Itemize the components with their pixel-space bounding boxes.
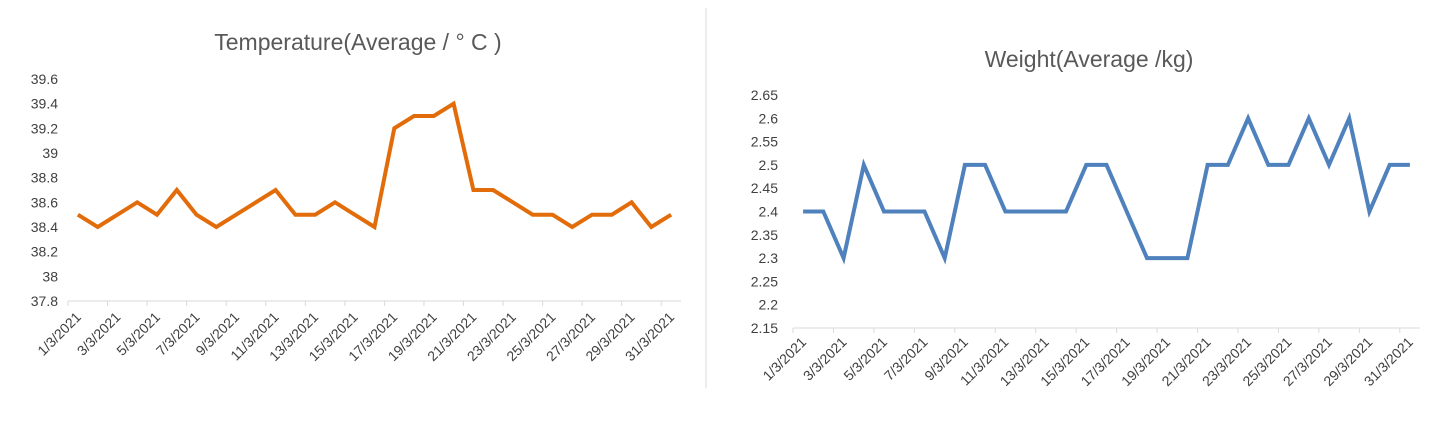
temperature-y-tick-label: 38.8 (31, 170, 58, 186)
weight-x-tick-label: 7/3/2021 (881, 334, 931, 384)
weight-y-tick-label: 2.35 (751, 227, 778, 243)
weight-y-tick-label: 2.6 (759, 110, 779, 126)
weight-y-tick-label: 2.4 (759, 204, 779, 220)
temperature-y-tick-label: 39.2 (31, 120, 58, 136)
temperature-y-tick-label: 39.4 (31, 96, 58, 112)
weight-chart-title: Weight(Average /kg) (985, 46, 1194, 72)
temperature-y-tick-label: 38.6 (31, 194, 58, 210)
weight-y-tick-label: 2.25 (751, 273, 778, 289)
temperature-chart: Temperature(Average / ° C ) 37.8 38 38.2 38… (31, 29, 681, 364)
weight-chart: Weight(Average /kg) 2.15 2.2 2.25 2.3 2.35 2.… (751, 46, 1420, 389)
temperature-y-tick-label: 38.2 (31, 244, 58, 260)
temperature-y-tick-label: 39.6 (31, 71, 58, 87)
temperature-chart-title: Temperature(Average / ° C ) (214, 29, 501, 55)
weight-series-line (803, 111, 1410, 265)
temperature-y-tick-label: 37.8 (31, 293, 58, 309)
temperature-y-tick-label: 39 (42, 145, 58, 161)
weight-y-tick-label: 2.15 (751, 320, 778, 336)
weight-x-tick-label: 5/3/2021 (840, 334, 890, 384)
weight-y-tick-label: 2.45 (751, 180, 778, 196)
weight-x-tick-label: 1/3/2021 (759, 334, 809, 384)
weight-x-tick-label: 3/3/2021 (800, 334, 850, 384)
weight-y-tick-label: 2.55 (751, 134, 778, 150)
temperature-series-line (76, 100, 673, 231)
temperature-y-tick-label: 38.4 (31, 219, 58, 235)
weight-y-tick-label: 2.2 (759, 297, 779, 313)
weight-y-tick-label: 2.65 (751, 87, 778, 103)
weight-y-tick-label: 2.5 (759, 157, 779, 173)
temperature-y-tick-label: 38 (42, 268, 58, 284)
weight-y-tick-label: 2.3 (759, 250, 779, 266)
